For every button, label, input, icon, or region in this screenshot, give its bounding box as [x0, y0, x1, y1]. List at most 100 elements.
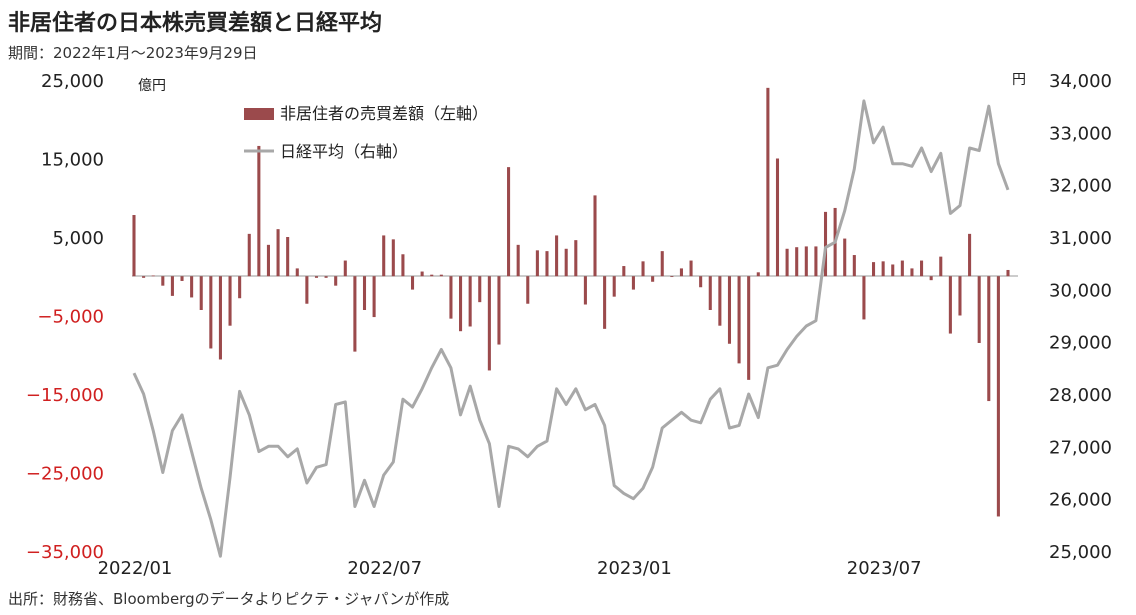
bar: [583, 276, 587, 305]
legend: 非居住者の売買差額（左軸） 日経平均（右軸）: [244, 104, 488, 161]
bar: [334, 276, 338, 286]
bar: [775, 158, 780, 277]
right-tick-label: 31,000: [1049, 228, 1112, 249]
bar: [507, 167, 511, 277]
bar: [862, 276, 866, 320]
bar: [651, 276, 655, 282]
bar: [881, 261, 885, 277]
bar: [891, 264, 895, 277]
right-tick-label: 25,000: [1049, 542, 1112, 563]
bar: [362, 276, 367, 310]
bar: [564, 248, 568, 277]
right-tick-label: 34,000: [1049, 71, 1112, 92]
x-tick-label: 2023/07: [847, 558, 922, 579]
bar: [689, 260, 693, 277]
bar: [516, 244, 520, 277]
bar: [910, 268, 914, 277]
bar: [238, 276, 242, 299]
bar: [852, 255, 856, 277]
right-axis-unit: 円: [1012, 72, 1026, 88]
legend-line-label: 日経平均（右軸）: [280, 142, 408, 161]
bar: [420, 271, 424, 277]
bar: [612, 276, 616, 297]
bar: [468, 276, 472, 327]
left-tick-label: 15,000: [41, 150, 104, 171]
bar: [939, 256, 943, 277]
bar: [929, 276, 933, 281]
right-tick-label: 33,000: [1049, 123, 1112, 144]
right-tick-label: 28,000: [1049, 385, 1112, 406]
bar: [872, 262, 876, 277]
bar: [699, 276, 703, 288]
bar: [286, 237, 290, 277]
bar: [823, 211, 828, 277]
nikkei-line: [132, 99, 1010, 558]
bar: [132, 215, 136, 277]
bar: [353, 276, 357, 352]
right-axis-ticks: 34,000 33,000 32,000 31,000 30,000 29,000 28,0…: [1049, 71, 1112, 563]
bar: [574, 240, 578, 277]
bar: [478, 276, 482, 303]
right-tick-label: 30,000: [1049, 280, 1112, 301]
bar: [747, 276, 751, 380]
left-axis-ticks: 25,000 15,000 5,000 −5,000 −15,000 −25,000 −35…: [26, 71, 104, 563]
bar: [977, 276, 981, 343]
bar: [622, 266, 626, 277]
x-axis-ticks: 2022/01 2022/07 2023/01 2023/07: [98, 558, 922, 579]
bar: [449, 276, 453, 319]
right-tick-label: 26,000: [1049, 490, 1112, 511]
chart-title: 非居住者の日本株売買差額と日経平均: [8, 11, 383, 36]
bar: [170, 276, 174, 296]
bar: [641, 261, 645, 277]
bar: [142, 276, 146, 278]
bar: [180, 276, 184, 281]
bar: [727, 276, 732, 344]
bar: [1006, 269, 1010, 277]
bar: [305, 276, 309, 304]
left-tick-label: 25,000: [41, 71, 104, 92]
bar: [670, 276, 674, 278]
bar: [276, 229, 280, 277]
bar: [199, 276, 203, 310]
bar: [708, 276, 712, 310]
bar: [497, 276, 501, 345]
bar: [737, 276, 741, 364]
bar: [535, 250, 539, 277]
bar: [987, 276, 991, 402]
bar: [343, 260, 347, 277]
left-axis-unit: 億円: [138, 78, 166, 94]
source-note: 出所：財務省、Bloombergのデータよりピクテ・ジャパンが作成: [8, 590, 450, 608]
x-tick-label: 2022/07: [347, 558, 422, 579]
legend-bar-label: 非居住者の売買差額（左軸）: [280, 104, 488, 123]
bar: [295, 268, 299, 277]
left-tick-label: −25,000: [26, 464, 104, 485]
bar: [228, 276, 232, 326]
bar: [785, 248, 789, 277]
bar: [555, 235, 559, 277]
bar: [593, 195, 597, 277]
bar: [526, 276, 530, 304]
right-tick-label: 32,000: [1049, 176, 1112, 197]
bar: [756, 272, 760, 277]
bar: [257, 145, 261, 277]
bar: [660, 251, 664, 277]
bar: [795, 247, 799, 277]
left-tick-label: 5,000: [52, 228, 104, 249]
bar: [324, 276, 328, 278]
bar: [382, 235, 386, 277]
bar: [314, 276, 319, 278]
bar: [958, 276, 962, 316]
bar: [372, 276, 376, 318]
bar: [545, 251, 549, 277]
bar: [151, 275, 155, 277]
bar: [459, 276, 463, 332]
bar: [804, 246, 808, 277]
bar: [968, 233, 972, 277]
bar: [814, 246, 818, 277]
right-tick-label: 29,000: [1049, 333, 1112, 354]
left-tick-label: −15,000: [26, 385, 104, 406]
bar: [603, 276, 607, 329]
bar: [391, 239, 395, 277]
bar: [218, 276, 222, 360]
